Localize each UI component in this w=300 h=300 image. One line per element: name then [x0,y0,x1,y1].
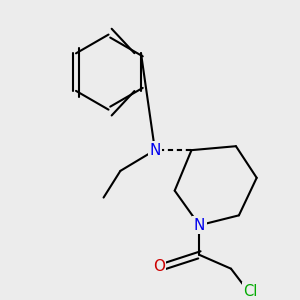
Text: O: O [153,259,165,274]
Text: Cl: Cl [244,284,258,299]
Text: N: N [194,218,205,233]
Text: N: N [149,143,161,158]
